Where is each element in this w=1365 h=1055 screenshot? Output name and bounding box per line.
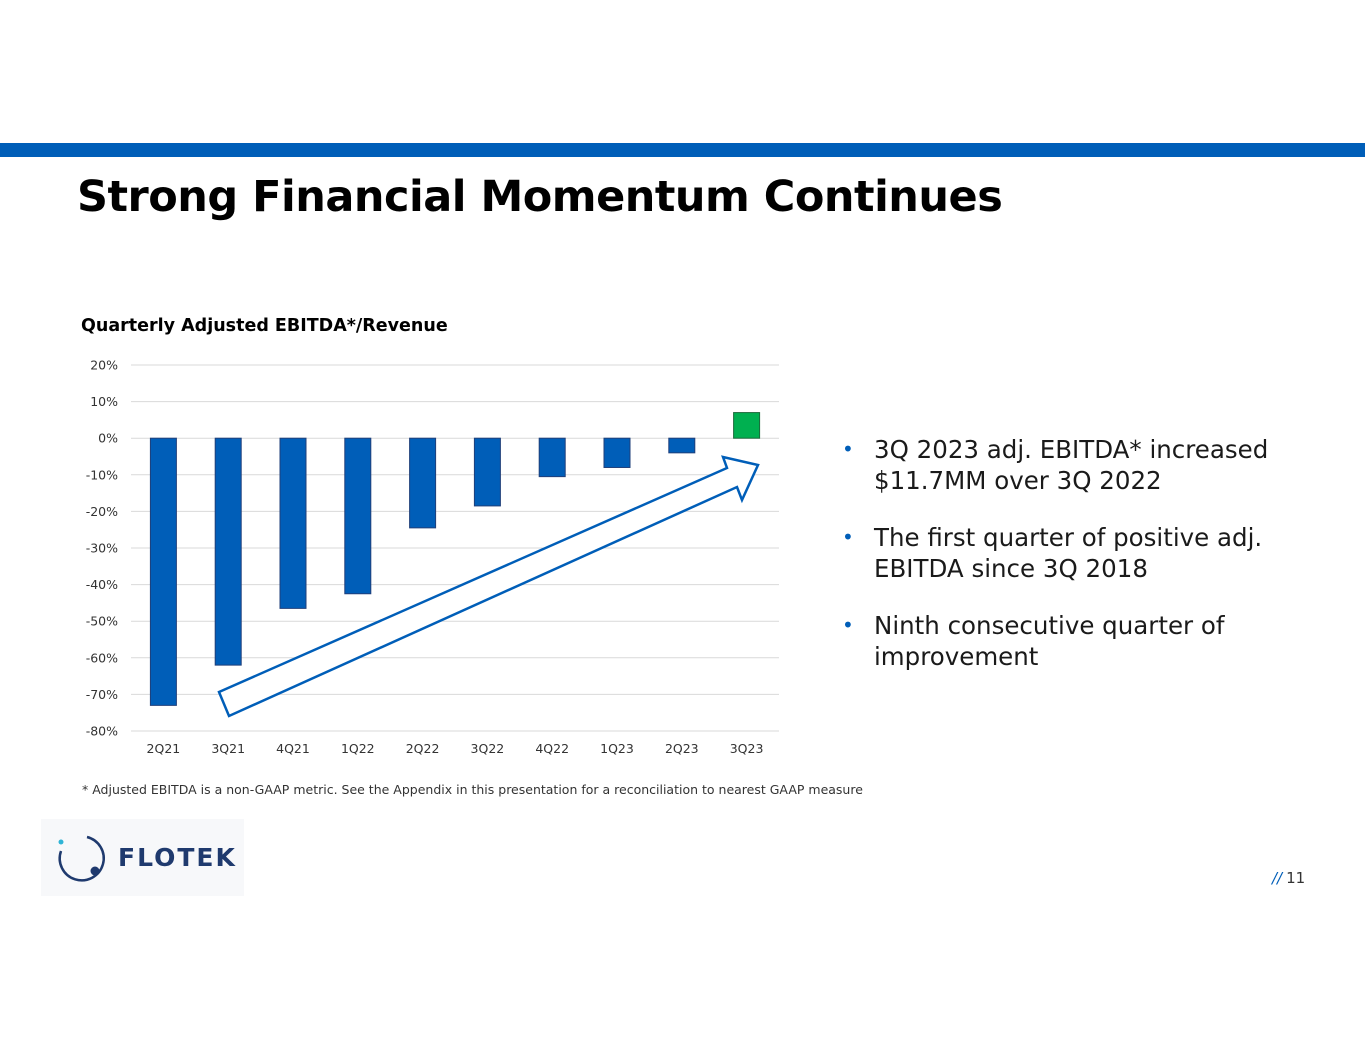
bar-2Q22 (409, 437, 437, 529)
bullet-item: • 3Q 2023 adj. EBITDA* increased $11.7MM … (842, 434, 1352, 496)
y-tick-label: -30% (86, 541, 118, 556)
y-tick-label: -40% (86, 577, 118, 592)
flotek-logo: FLOTEK (41, 819, 244, 896)
bullet-text: 3Q 2023 adj. EBITDA* increased $11.7MM o… (874, 435, 1269, 495)
chart-axis-labels: 20% 10% 0% -10% -20% -30% -40% -50% -60% -70% -80%… (86, 358, 764, 757)
x-tick-label: 1Q23 (600, 741, 634, 756)
x-tick-label: 2Q22 (406, 741, 440, 756)
bar-1Q22 (344, 437, 372, 595)
flotek-logo-icon (58, 835, 105, 882)
page-number: //11 (1272, 869, 1305, 887)
bullet-list: • 3Q 2023 adj. EBITDA* increased $11.7MM … (842, 434, 1352, 698)
bullet-dot-icon: • (842, 613, 854, 637)
page-title: Strong Financial Momentum Continues (77, 172, 1003, 222)
chart-bars (149, 412, 761, 706)
bar-1Q23 (603, 437, 631, 468)
x-tick-label: 1Q22 (341, 741, 375, 756)
y-tick-label: -60% (86, 650, 118, 665)
bar-4Q22 (538, 437, 566, 478)
bullet-dot-icon: • (842, 437, 854, 461)
bullet-text: The first quarter of positive adj. EBITD… (874, 523, 1263, 583)
trend-arrow (217, 455, 760, 718)
chart-title: Quarterly Adjusted EBITDA*/Revenue (81, 316, 448, 336)
x-tick-label: 4Q21 (276, 741, 310, 756)
page-number-prefix: // (1272, 869, 1283, 887)
bar-4Q21 (279, 437, 307, 609)
bar-3Q22 (473, 437, 501, 507)
bullet-text: Ninth consecutive quarter of improvement (874, 611, 1225, 671)
y-tick-label: -80% (86, 724, 118, 739)
x-tick-label: 2Q23 (665, 741, 699, 756)
y-tick-label: -20% (86, 504, 118, 519)
footnote: * Adjusted EBITDA is a non-GAAP metric. … (82, 782, 863, 797)
x-tick-label: 3Q21 (211, 741, 245, 756)
bar-2Q21 (149, 437, 177, 706)
y-tick-label: -70% (86, 687, 118, 702)
bullet-item: • Ninth consecutive quarter of improvemen… (842, 610, 1352, 672)
bullet-item: • The first quarter of positive adj. EBIT… (842, 522, 1352, 584)
y-tick-label: 10% (90, 394, 118, 409)
page-number-value: 11 (1286, 869, 1306, 887)
x-tick-label: 3Q23 (730, 741, 764, 756)
bar-2Q23 (668, 437, 696, 454)
bar-3Q23 (733, 412, 761, 439)
y-tick-label: 0% (98, 431, 118, 446)
y-tick-label: -50% (86, 614, 118, 629)
y-tick-label: 20% (90, 358, 118, 373)
x-tick-label: 4Q22 (535, 741, 569, 756)
x-tick-label: 3Q22 (471, 741, 505, 756)
top-accent-bar (0, 143, 1365, 157)
trend-arrow-shape (217, 455, 760, 718)
logo-wordmark: FLOTEK (118, 843, 237, 872)
bullet-dot-icon: • (842, 525, 854, 549)
x-tick-label: 2Q21 (147, 741, 181, 756)
bar-3Q21 (214, 437, 242, 666)
y-tick-label: -10% (86, 467, 118, 482)
